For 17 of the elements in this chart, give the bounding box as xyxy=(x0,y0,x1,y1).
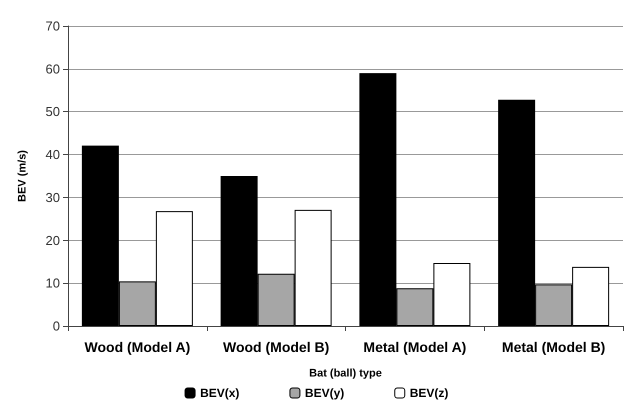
legend-label: BEV(x) xyxy=(200,386,240,400)
y-tick-label: 70 xyxy=(46,18,60,34)
x-tick-label: Metal (Model A) xyxy=(363,339,466,355)
legend-label: BEV(z) xyxy=(410,386,448,400)
y-axis-title: BEV (m/s) xyxy=(16,150,28,202)
y-tick-label: 0 xyxy=(52,318,60,334)
y-tick-label: 50 xyxy=(46,104,60,120)
y-tick-label: 60 xyxy=(46,61,60,76)
x-axis-title: Bat (ball) type xyxy=(309,368,382,380)
legend-label: BEV(y) xyxy=(304,386,344,400)
y-tick-label: 10 xyxy=(46,276,60,291)
x-tick-label: Wood (Model A) xyxy=(84,339,190,355)
x-tick-label: Metal (Model B) xyxy=(502,339,606,355)
y-tick-label: 30 xyxy=(46,190,60,205)
x-tick-label: Wood (Model B) xyxy=(222,339,330,355)
y-tick-label: 20 xyxy=(46,232,60,248)
y-tick-label: 40 xyxy=(46,147,60,162)
